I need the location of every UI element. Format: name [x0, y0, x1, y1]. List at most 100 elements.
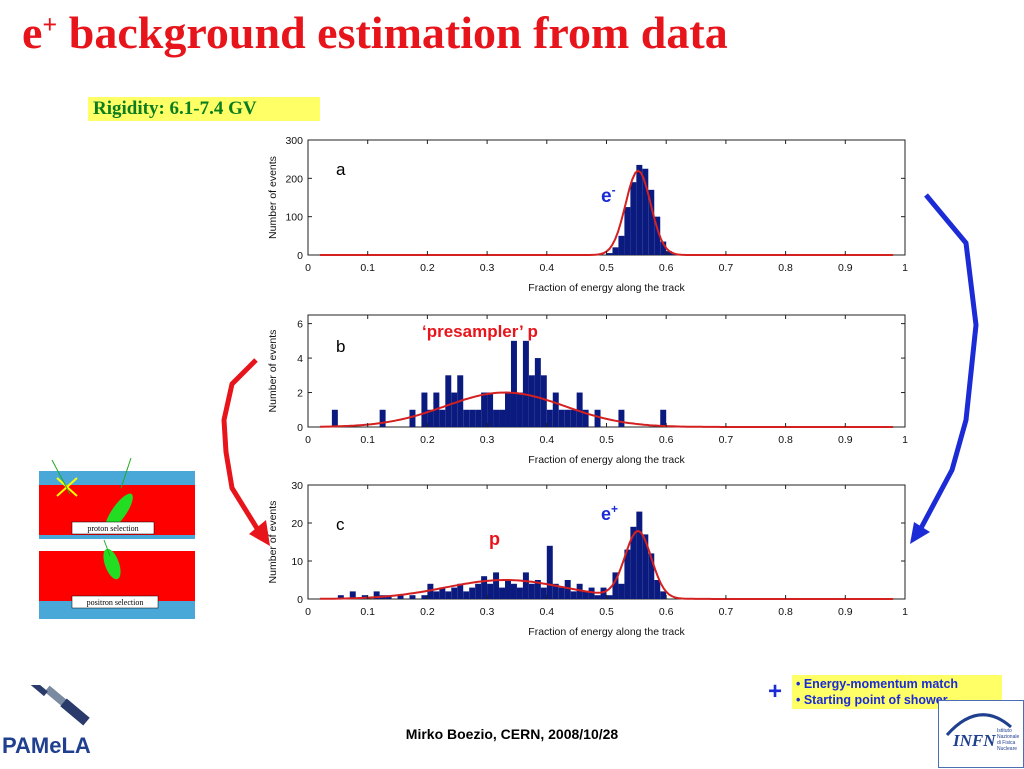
panel-b-bar-23 — [540, 375, 547, 427]
panel-b: 0 0.1 0.2 0.3 0.4 0.5 0.6 0.7 0.8 0.9 1 0 2 4 6 Fractio… — [267, 314, 908, 466]
panel-b-bar-3 — [421, 392, 428, 427]
panel-a-bar-3 — [624, 207, 631, 255]
panel-b-bar-26 — [558, 409, 565, 427]
panel-b-bar-16 — [499, 409, 506, 427]
panel-c-bar-7 — [409, 595, 416, 599]
infn-subtext-line-2: di Fisica Nucleare — [997, 740, 1018, 752]
panel-c-xtick-label-7: 0.7 — [719, 606, 734, 618]
panel-c-bar-42 — [624, 549, 631, 599]
panel-c-bar-10 — [433, 591, 440, 599]
panel-c-bar-16 — [469, 587, 476, 599]
panel-c-bar-43 — [630, 526, 637, 599]
panel-b-fit-curve — [319, 391, 894, 428]
panel-b-bar-14 — [487, 392, 494, 427]
panel-a-bar-10 — [666, 251, 673, 255]
panel-c-ylabel: Number of events — [267, 501, 279, 584]
panel-b-xtick-label-4: 0.4 — [539, 434, 554, 446]
panel-a-xtick-label-4: 0.4 — [539, 262, 554, 274]
panel-c-bar-21 — [499, 587, 506, 599]
panel-c-xtick-label-3: 0.3 — [480, 606, 495, 618]
title-text: background estimation from data — [57, 7, 728, 58]
panel-a-fit-curve — [319, 169, 894, 256]
positron-selection-label: positron selection — [87, 598, 144, 607]
panel-a-annotation: e- — [601, 183, 616, 207]
panel-a-bar-6 — [642, 168, 649, 255]
panel-b-bar-27 — [564, 409, 571, 427]
panel-b-bar-33 — [660, 409, 667, 427]
proton-shower-shape — [105, 493, 133, 531]
infn-logo-mark — [945, 713, 1012, 736]
panel-c-bar-12 — [445, 591, 452, 599]
panel-c-bar-44 — [636, 511, 643, 599]
red-arrow-head — [249, 520, 270, 546]
panel-c-xtick-label-1: 0.1 — [360, 606, 375, 618]
panel-a-ytick-label-2: 200 — [285, 173, 303, 185]
panel-b-xtick-label-7: 0.7 — [719, 434, 734, 446]
panel-b-ytick-label-0: 0 — [297, 422, 303, 434]
panel-c-xtick-label-0: 0 — [305, 606, 311, 618]
panel-b-bar-2 — [409, 409, 416, 427]
panel-c-bar-36 — [588, 587, 595, 599]
panel-b-bar-28 — [570, 409, 577, 427]
panel-b-xtick-label-1: 0.1 — [360, 434, 375, 446]
panel-b-bar-6 — [439, 409, 446, 427]
panel-b-bar-25 — [552, 392, 559, 427]
panel-c-bar-24 — [516, 587, 523, 599]
panel-c-bar-39 — [606, 595, 613, 599]
panel-b-xtick-label-3: 0.3 — [480, 434, 495, 446]
panel-c-fit-curve — [319, 529, 894, 600]
panel-a-bar-1 — [612, 247, 619, 255]
panel-a-ytick-label-3: 300 — [285, 135, 303, 147]
panel-b-axes: 0 0.1 0.2 0.3 0.4 0.5 0.6 0.7 0.8 0.9 1 0 2 4 6 Fractio… — [267, 315, 908, 466]
panel-c-bar-0 — [337, 595, 344, 599]
panel-a-xtick-label-2: 0.2 — [420, 262, 435, 274]
panel-a: 0 0.1 0.2 0.3 0.4 0.5 0.6 0.7 0.8 0.9 1 0 100 200 300 F… — [267, 135, 908, 294]
panel-a-xtick-label-8: 0.8 — [778, 262, 793, 274]
panel-c-xtick-label-8: 0.8 — [778, 606, 793, 618]
panel-b-bar-12 — [475, 409, 482, 427]
panel-c-bar-30 — [552, 583, 559, 599]
panel-b-annotation: ‘presampler’ p — [422, 322, 538, 341]
panel-c-ytick-label-0: 0 — [297, 594, 303, 606]
panel-b-ytick-label-2: 4 — [297, 353, 303, 365]
panel-a-xtick-label-6: 0.6 — [659, 262, 674, 274]
panel-c-bar-47 — [654, 580, 661, 599]
panel-c-bar-40 — [612, 572, 619, 599]
panel-a-bar-0 — [606, 253, 613, 255]
panel-c: 0 0.1 0.2 0.3 0.4 0.5 0.6 0.7 0.8 0.9 10102030Frac… — [267, 480, 908, 638]
panel-a-ytick-label-0: 0 — [297, 250, 303, 262]
panel-c-bar-28 — [540, 587, 547, 599]
panel-a-letter: a — [336, 160, 346, 179]
panel-c-letter: c — [336, 515, 345, 534]
panel-b-xlabel: Fraction of energy along the track — [528, 454, 685, 466]
panel-a-bar-4 — [630, 182, 637, 255]
panel-c-bar-1 — [349, 591, 356, 599]
panel-c-ytick-label-3: 30 — [291, 480, 303, 492]
panel-a-axes: 0 0.1 0.2 0.3 0.4 0.5 0.6 0.7 0.8 0.9 1 0 100 200 300 F… — [267, 135, 908, 294]
panel-c-bar-8 — [421, 595, 428, 599]
panel-c-bar-29 — [546, 545, 553, 599]
panel-b-ytick-label-1: 2 — [297, 388, 303, 400]
panel-c-ytick-label-2: 20 — [291, 518, 303, 530]
panel-b-xtick-label-2: 0.2 — [420, 434, 435, 446]
positron-shower-shape — [103, 548, 121, 580]
detector-inset: proton selection positron selection — [39, 457, 195, 619]
panel-a-xtick-label-0: 0 — [305, 262, 311, 274]
panel-c-ytick-label-1: 10 — [291, 556, 303, 568]
panel-b-bar-10 — [463, 409, 470, 427]
panel-c-xtick-label-4: 0.4 — [539, 606, 554, 618]
rigidity-label: Rigidity: 6.1-7.4 GV — [88, 97, 320, 121]
title-charge: + — [42, 10, 58, 39]
panel-a-ylabel: Number of events — [267, 156, 279, 239]
panel-b-bar-22 — [534, 358, 541, 427]
panel-a-xtick-label-1: 0.1 — [360, 262, 375, 274]
panel-a-bars — [606, 164, 679, 255]
panel-a-bar-9 — [660, 241, 667, 255]
panel-c-bar-48 — [660, 591, 667, 599]
panel-c-bar-18 — [481, 576, 488, 599]
infn-logo-text: INFN — [953, 731, 996, 750]
panel-c-bar-35 — [582, 591, 589, 599]
panel-b-ytick-label-3: 6 — [297, 319, 303, 331]
panel-b-bar-0 — [331, 409, 338, 427]
